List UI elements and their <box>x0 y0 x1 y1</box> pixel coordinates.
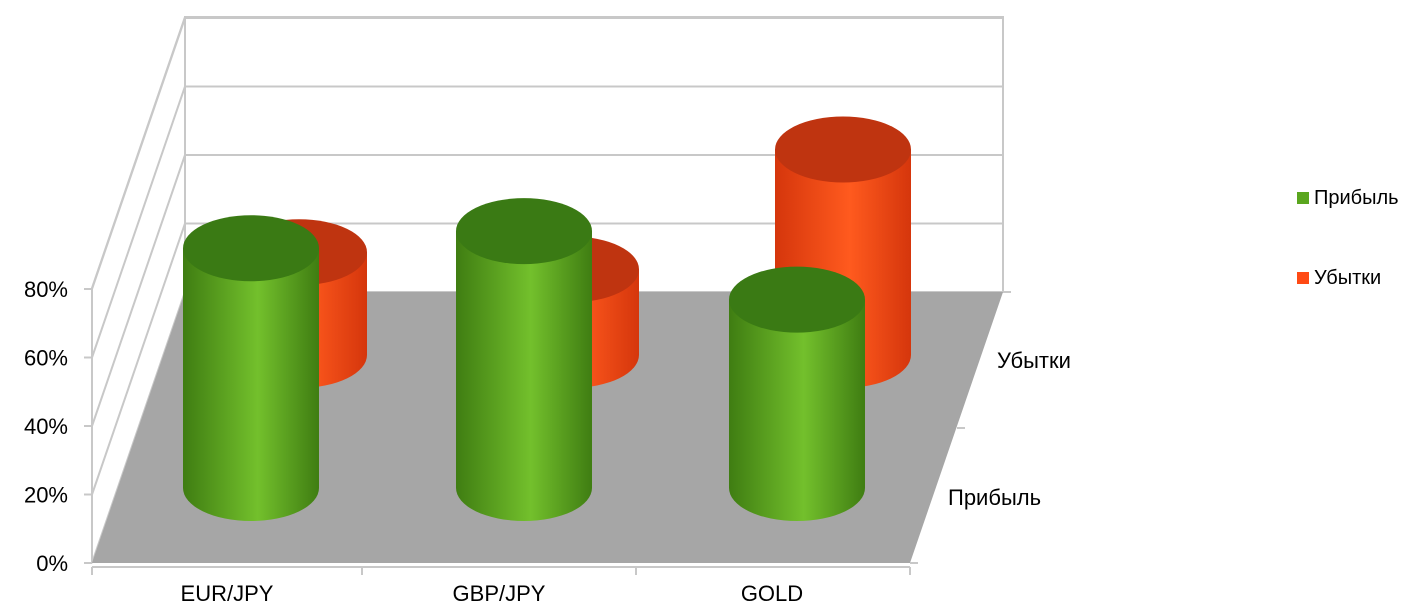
side-gridline <box>91 17 186 290</box>
side-gridline <box>91 86 186 358</box>
side-gridline <box>91 154 186 427</box>
legend: Прибыль Убытки <box>1297 187 1399 289</box>
legend-swatch <box>1297 192 1309 204</box>
bar-pribyl-2-body <box>729 299 865 521</box>
legend-label: Убытки <box>1314 267 1381 289</box>
legend-label: Прибыль <box>1314 187 1399 209</box>
x-category-label: EUR/JPY <box>181 581 274 605</box>
y-tick-label: 80% <box>24 277 68 302</box>
front-series-bars <box>183 198 865 521</box>
bar-pribyl-0-body <box>183 248 319 521</box>
side-gridline <box>91 223 186 495</box>
x-category-label: GBP/JPY <box>453 581 546 605</box>
y-tick-label: 0% <box>36 551 68 576</box>
bar-pribyl-1-body <box>456 231 592 521</box>
bar-pribyl-1 <box>456 198 592 521</box>
x-category-label: GOLD <box>741 581 803 605</box>
bar-pribyl-2 <box>729 266 865 521</box>
y-tick-label: 40% <box>24 414 68 439</box>
depth-axis-label: Убытки <box>997 348 1071 373</box>
bar-pribyl-0 <box>183 215 319 521</box>
bar-pribyl-1-top <box>456 198 592 265</box>
bar-ubytki-2-top <box>775 116 911 183</box>
bar-pribyl-0-top <box>183 215 319 282</box>
axis-labels: 0% 20% 40% 60% 80% EUR/JPY GBP/JPY GOLD Прибыль У… <box>24 277 1071 605</box>
depth-axis-label: Прибыль <box>948 485 1041 510</box>
legend-swatch <box>1297 272 1309 284</box>
y-tick-label: 20% <box>24 483 68 508</box>
bar-pribyl-2-top <box>729 266 865 333</box>
y-tick-label: 60% <box>24 346 68 371</box>
